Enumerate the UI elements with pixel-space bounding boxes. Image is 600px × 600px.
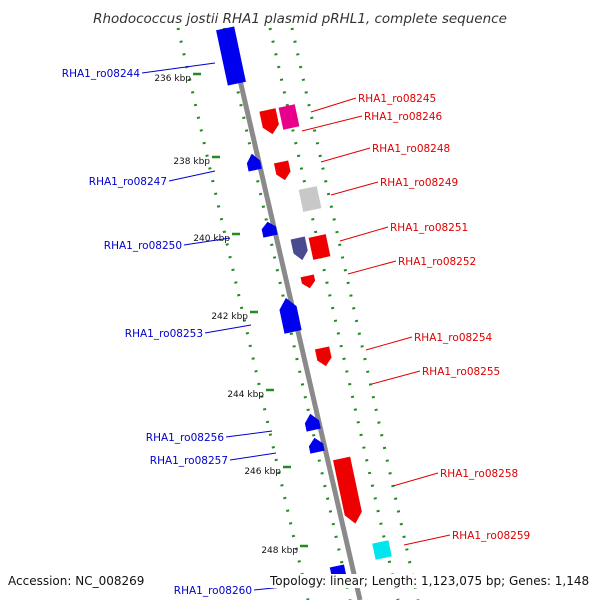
gene-leader-line — [365, 336, 413, 351]
gene-leader-line — [204, 324, 252, 334]
gene-shape[interactable] — [333, 456, 363, 525]
gene-shape[interactable] — [290, 236, 309, 261]
gene-label[interactable]: RHA1_ro08248 — [372, 143, 450, 155]
gene-leader-line — [168, 170, 216, 182]
gene-leader-line — [320, 147, 371, 163]
gene-label[interactable]: RHA1_ro08256 — [146, 432, 225, 444]
tick-label: 242 kbp — [211, 312, 248, 322]
gene-shape[interactable] — [303, 413, 321, 432]
map-title: Rhodococcus jostii RHA1 plasmid pRHL1, c… — [93, 11, 507, 27]
gene-label[interactable]: RHA1_ro08255 — [422, 366, 500, 378]
gene-leader-line — [310, 97, 357, 113]
gene-feature[interactable] — [298, 186, 322, 212]
gene-shape[interactable] — [372, 540, 392, 560]
gene-features: RHA1_ro08244 RHA1_ro08245 RHA1_ro08246 RHA1… — [62, 26, 530, 597]
gene-leader-line — [339, 226, 389, 242]
gene-shape[interactable] — [245, 153, 262, 172]
gene-shape[interactable] — [308, 437, 325, 454]
gene-feature[interactable] — [372, 540, 392, 560]
gene-label[interactable]: RHA1_ro08246 — [364, 111, 443, 123]
tick-label: 236 kbp — [154, 74, 191, 84]
tick-label: 240 kbp — [193, 234, 230, 244]
tick-label: 248 kbp — [261, 546, 298, 556]
gene-leader-line — [229, 452, 277, 461]
gene-feature[interactable] — [290, 236, 309, 261]
gene-label[interactable]: RHA1_ro08245 — [358, 93, 436, 105]
gene-feature[interactable] — [278, 104, 300, 130]
gene-feature[interactable] — [303, 413, 321, 432]
gene-leader-line — [330, 181, 379, 196]
gene-feature[interactable] — [314, 346, 332, 368]
gene-feature[interactable] — [278, 297, 302, 334]
gene-label[interactable]: RHA1_ro08257 — [150, 455, 228, 467]
gene-label[interactable]: RHA1_ro08247 — [89, 176, 167, 188]
gene-feature[interactable] — [333, 456, 363, 525]
gene-label[interactable]: RHA1_ro08249 — [380, 177, 458, 189]
gene-label[interactable]: RHA1_ro08260 — [174, 585, 252, 597]
gene-leader-line — [347, 260, 397, 275]
ruler-ticks: 236 kbp 238 kbp 240 kbp 242 kbp 244 kbp 246 k… — [154, 72, 308, 556]
gene-leader-line — [183, 237, 231, 246]
gene-label[interactable]: RHA1_ro08258 — [440, 468, 518, 480]
gene-feature[interactable] — [300, 274, 316, 289]
gene-label[interactable]: RHA1_ro08252 — [398, 256, 476, 268]
gene-label[interactable]: RHA1_ro08254 — [414, 332, 493, 344]
gene-label[interactable]: RHA1_ro08259 — [452, 530, 530, 542]
gene-shape[interactable] — [259, 108, 281, 136]
gene-feature[interactable] — [308, 234, 331, 260]
gene-feature[interactable] — [261, 221, 278, 238]
gene-leader-line — [392, 472, 439, 487]
sequence-info-text: Topology: linear; Length: 1,123,075 bp; … — [268, 574, 592, 588]
gene-feature[interactable] — [308, 437, 325, 454]
gene-leader-line — [301, 115, 363, 132]
gene-leader-line — [225, 430, 273, 438]
tick-label: 246 kbp — [244, 467, 281, 477]
gene-feature[interactable] — [245, 153, 262, 172]
gene-feature[interactable] — [273, 160, 291, 182]
gene-label[interactable]: RHA1_ro08244 — [62, 68, 141, 80]
gene-label[interactable]: RHA1_ro08251 — [390, 222, 468, 234]
gene-feature[interactable] — [216, 26, 246, 86]
gene-shape[interactable] — [261, 221, 278, 238]
gene-shape[interactable] — [298, 186, 322, 212]
gene-shape[interactable] — [308, 234, 331, 260]
gene-label[interactable]: RHA1_ro08250 — [104, 240, 182, 252]
gene-shape[interactable] — [273, 160, 291, 182]
gene-shape[interactable] — [278, 104, 300, 130]
gene-leader-line — [371, 370, 421, 385]
gene-leader-line — [141, 62, 216, 74]
gene-shape[interactable] — [216, 26, 246, 86]
gene-shape[interactable] — [278, 297, 302, 334]
gene-label[interactable]: RHA1_ro08253 — [125, 328, 203, 340]
tick-label: 238 kbp — [173, 157, 210, 167]
accession-text: Accession: NC_008269 — [6, 574, 147, 588]
gene-shape[interactable] — [314, 346, 332, 368]
gene-leader-line — [403, 534, 451, 546]
gene-feature[interactable] — [259, 108, 281, 136]
tick-label: 244 kbp — [227, 390, 264, 400]
gene-shape[interactable] — [300, 274, 316, 289]
